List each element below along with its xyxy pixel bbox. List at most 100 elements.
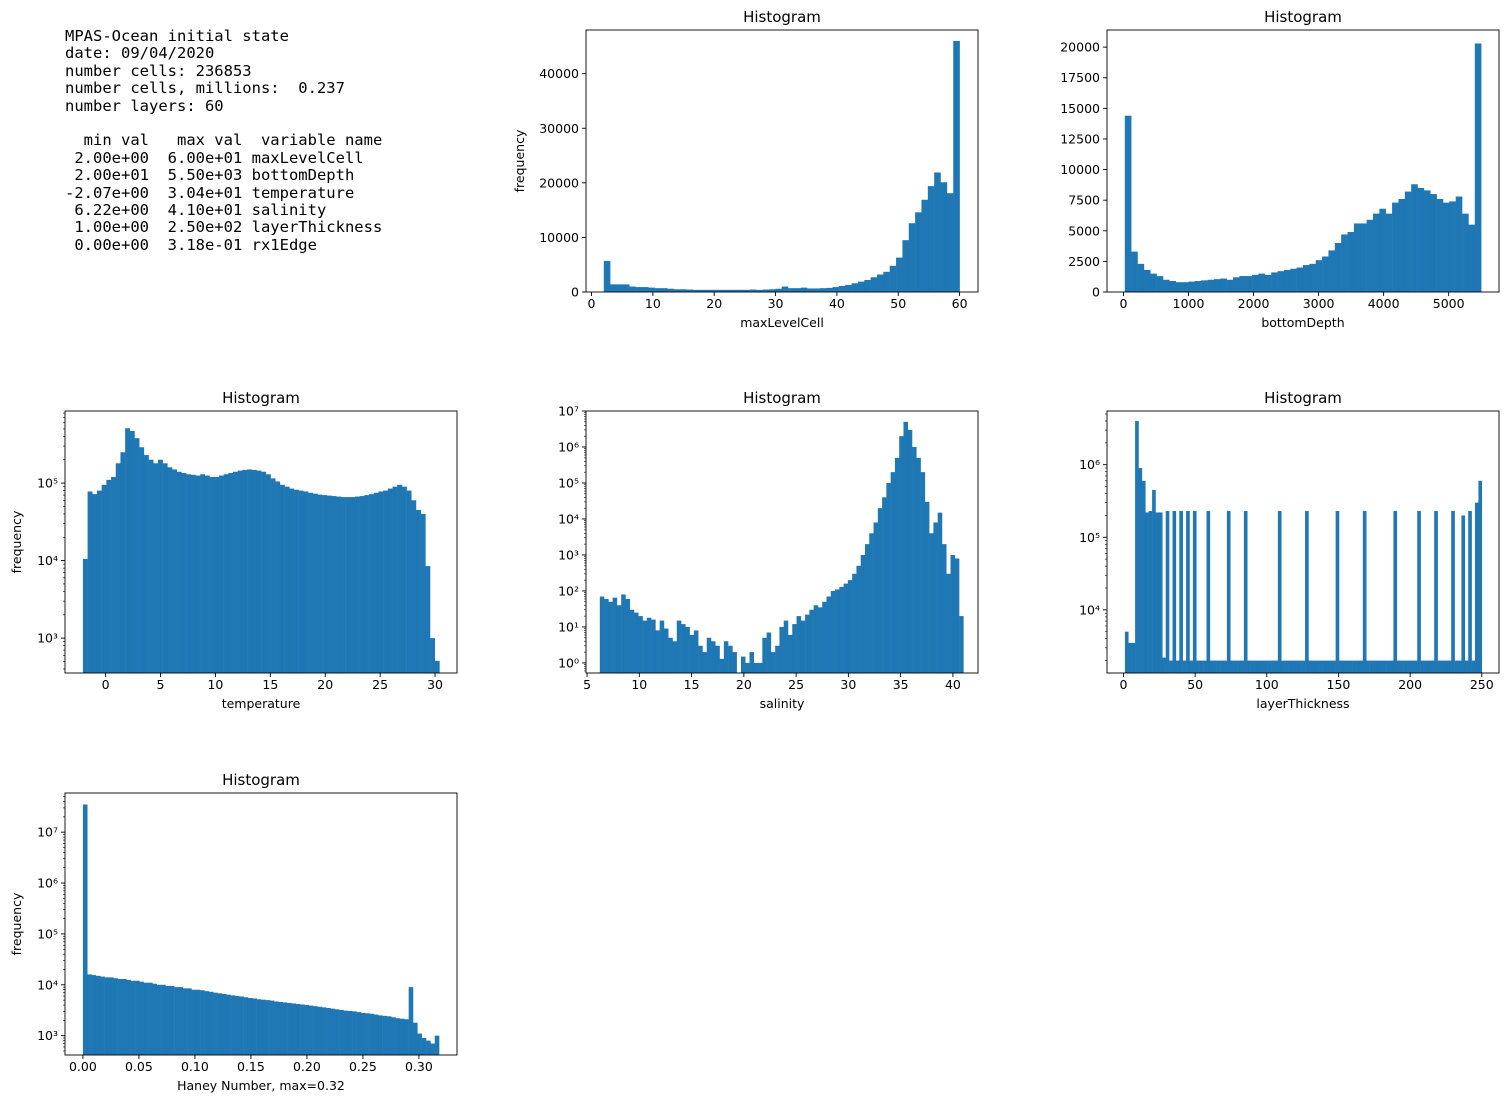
histogram-bar <box>373 1014 379 1055</box>
summary-table-header: min val max val variable name <box>65 131 383 150</box>
histogram-bar <box>300 1004 305 1055</box>
histogram-bar <box>265 1000 270 1055</box>
histogram-bar <box>397 484 403 673</box>
histogram-bar <box>959 616 964 673</box>
histogram-bar <box>933 522 938 673</box>
histogram-bar <box>1427 660 1432 673</box>
y-axis-label: frequency <box>9 892 24 955</box>
histogram-bar <box>274 1001 279 1055</box>
histogram-bar <box>832 287 840 292</box>
histogram-bar <box>413 1022 418 1055</box>
y-tick-label: 0 <box>1092 285 1100 300</box>
histogram-bar <box>1423 190 1431 292</box>
histogram-bar <box>239 996 244 1055</box>
histogram-bar <box>1148 511 1153 673</box>
histogram-bar <box>1196 660 1200 673</box>
histogram-bar <box>1267 660 1272 673</box>
histogram-bar <box>195 989 201 1055</box>
histogram-bar <box>937 512 943 673</box>
histogram-bar <box>655 630 660 673</box>
histogram-bar <box>819 288 827 292</box>
histogram-bar <box>399 1018 405 1055</box>
chart-title: Histogram <box>222 771 300 789</box>
histogram-bar <box>411 500 417 673</box>
histogram-bar <box>364 495 370 673</box>
histogram-bar <box>642 620 648 673</box>
histogram-bar <box>1322 660 1326 673</box>
histogram-bar <box>883 271 890 292</box>
histogram-bar <box>622 284 630 292</box>
histogram-bar <box>406 490 412 673</box>
x-tick-label: 10 <box>645 296 661 311</box>
histogram-bar <box>237 470 243 673</box>
x-tick-label: 0 <box>1120 296 1128 311</box>
histogram-bar <box>415 509 421 673</box>
histogram-bar <box>365 1013 370 1055</box>
histogram-bar <box>430 1043 435 1055</box>
x-axis-label: salinity <box>760 696 805 711</box>
histogram-bar <box>1169 280 1176 292</box>
x-axis-label: layerThickness <box>1256 696 1349 711</box>
histogram-bar <box>621 594 626 673</box>
histogram-bar <box>1411 184 1418 292</box>
histogram-bar <box>1303 265 1310 292</box>
histogram-bar <box>1188 281 1196 292</box>
histogram-bar <box>1447 660 1452 673</box>
histogram-bar <box>1239 276 1246 292</box>
y-tick-label: 10⁷ <box>558 404 579 419</box>
x-tick-label: 40 <box>945 677 961 692</box>
bars-salinity <box>599 421 964 673</box>
histogram-bar <box>809 609 814 673</box>
histogram-bar <box>1468 511 1472 673</box>
histogram-bar <box>749 289 757 292</box>
histogram-bar <box>387 488 393 673</box>
histogram-bar <box>1155 512 1160 673</box>
histogram-bar <box>762 637 767 673</box>
x-tick-label: 50 <box>890 296 906 311</box>
y-tick-label: 15000 <box>1060 101 1100 116</box>
chart-title: Histogram <box>1264 389 1342 407</box>
x-tick-label: 5 <box>157 677 165 692</box>
histogram-bar <box>113 978 118 1055</box>
histogram-bar <box>864 544 870 673</box>
histogram-bar <box>612 597 618 673</box>
histogram-bar <box>1305 511 1309 673</box>
histogram-bar <box>1308 660 1313 673</box>
y-tick-label: 10⁴ <box>37 977 58 992</box>
x-tick-label: 20 <box>706 296 722 311</box>
y-tick-label: 10⁵ <box>1079 530 1100 545</box>
summary-table-row: -2.07e+00 3.04e+01 temperature <box>65 183 355 202</box>
histogram-bar <box>1334 243 1342 292</box>
histogram-bar <box>425 566 431 673</box>
histogram-bar <box>1366 219 1374 292</box>
histogram-bar <box>291 1003 296 1055</box>
histogram-bar <box>213 992 218 1055</box>
histogram-bar <box>920 472 926 673</box>
x-tick-label: 60 <box>952 296 968 311</box>
histogram-bar <box>359 496 365 673</box>
y-tick-label: 20000 <box>539 175 579 190</box>
y-tick-label: 20000 <box>1060 40 1100 55</box>
histogram-bar <box>1271 660 1275 673</box>
histogram-bar <box>830 590 836 673</box>
histogram-bar <box>434 1035 440 1055</box>
axes-frame <box>64 792 458 1056</box>
histogram-bar <box>1398 198 1406 292</box>
histogram-bar <box>223 474 229 673</box>
histogram-bar <box>1237 660 1241 673</box>
histogram-bar <box>915 212 922 292</box>
histogram-bar <box>1430 194 1437 292</box>
x-tick-label: 0.20 <box>293 1059 321 1074</box>
histogram-bar <box>1137 263 1145 292</box>
histogram-bar <box>208 991 214 1055</box>
histogram-bar <box>289 488 295 673</box>
histogram-bar <box>317 494 323 673</box>
histogram-bar <box>1339 660 1343 673</box>
summary-table-row: 2.00e+00 6.00e+01 maxLevelCell <box>65 148 364 167</box>
histogram-bar <box>1468 224 1476 292</box>
histogram-bar <box>1373 660 1377 673</box>
histogram-bar <box>654 288 662 292</box>
histogram-bar <box>401 486 407 673</box>
histogram-bar <box>903 421 909 673</box>
histogram-bar <box>106 479 112 673</box>
